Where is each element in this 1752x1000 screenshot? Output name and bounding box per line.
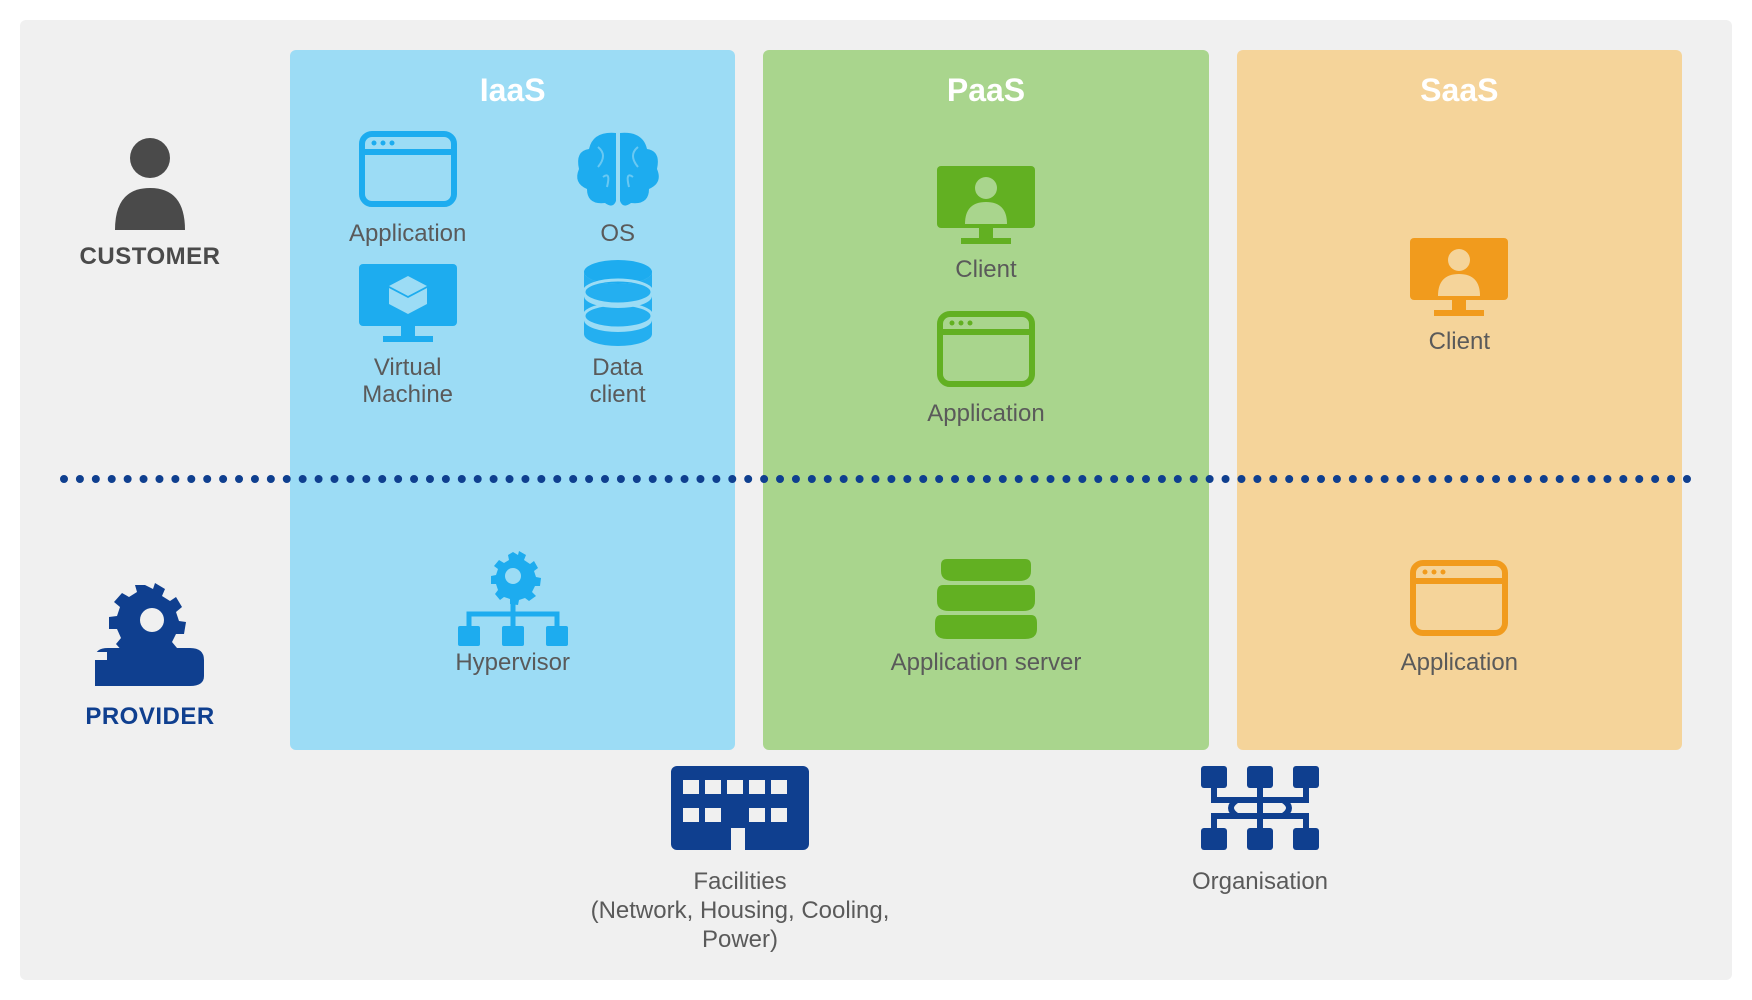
paas-client-label: Client	[955, 256, 1016, 284]
role-provider: PROVIDER	[60, 580, 240, 731]
saas-application: Application	[1257, 553, 1662, 677]
vm-monitor-icon	[353, 258, 463, 348]
iaas-vm: Virtual Machine	[323, 258, 493, 409]
organisation-block: Organisation	[1130, 760, 1390, 897]
iaas-os-label: OS	[600, 220, 635, 248]
client-monitor-icon	[931, 160, 1041, 250]
saas-customer-area: Client	[1257, 124, 1662, 464]
saas-provider-area: Application	[1257, 464, 1662, 726]
role-customer: CUSTOMER	[60, 130, 240, 271]
iaas-hypervisor-label: Hypervisor	[455, 649, 570, 677]
provider-label: PROVIDER	[60, 703, 240, 731]
paas-column: PaaS Client Application	[763, 50, 1208, 750]
saas-client: Client	[1374, 232, 1544, 356]
building-icon	[665, 760, 815, 860]
cloud-service-diagram: CUSTOMER PROVIDER IaaS	[20, 20, 1732, 980]
database-icon	[578, 258, 658, 348]
paas-application: Application	[901, 304, 1071, 428]
iaas-provider-area: Hypervisor	[310, 464, 715, 726]
iaas-column: IaaS Application OS	[290, 50, 735, 750]
brain-icon	[573, 124, 663, 214]
iaas-customer-area: Application OS Virtual Machine	[310, 124, 715, 464]
paas-app-server: Application server	[783, 553, 1188, 677]
paas-customer-area: Client Application	[783, 124, 1188, 464]
app-window-outline-icon	[936, 304, 1036, 394]
facilities-label: Facilities (Network, Housing, Cooling, P…	[550, 868, 930, 954]
iaas-application: Application	[323, 124, 493, 248]
customer-label: CUSTOMER	[60, 243, 240, 271]
org-network-icon	[1185, 760, 1335, 860]
saas-column: SaaS Client Application	[1237, 50, 1682, 750]
iaas-data-client: Data client	[533, 258, 703, 409]
iaas-data-client-label: Data client	[590, 354, 646, 409]
app-window-outline-icon	[1409, 553, 1509, 643]
customer-provider-divider	[60, 475, 1692, 483]
paas-header: PaaS	[783, 66, 1188, 114]
hypervisor-icon	[448, 553, 578, 643]
saas-application-label: Application	[1401, 649, 1518, 677]
provider-icon	[90, 677, 210, 694]
iaas-vm-label: Virtual Machine	[362, 354, 453, 409]
saas-header: SaaS	[1257, 66, 1662, 114]
paas-client: Client	[901, 160, 1071, 284]
paas-app-server-label: Application server	[891, 649, 1082, 677]
app-window-icon	[358, 124, 458, 214]
paas-provider-area: Application server	[783, 464, 1188, 726]
iaas-application-label: Application	[349, 220, 466, 248]
organisation-label: Organisation	[1192, 868, 1328, 897]
roles-column: CUSTOMER PROVIDER	[60, 50, 290, 950]
client-monitor-icon	[1404, 232, 1514, 322]
saas-client-label: Client	[1429, 328, 1490, 356]
shared-provider-row: Facilities (Network, Housing, Cooling, P…	[290, 760, 1682, 950]
customer-icon	[105, 217, 195, 234]
paas-application-label: Application	[927, 400, 1044, 428]
facilities-block: Facilities (Network, Housing, Cooling, P…	[550, 760, 930, 954]
iaas-os: OS	[533, 124, 703, 248]
iaas-hypervisor: Hypervisor	[310, 553, 715, 677]
iaas-header: IaaS	[310, 66, 715, 114]
server-stack-icon	[931, 553, 1041, 643]
